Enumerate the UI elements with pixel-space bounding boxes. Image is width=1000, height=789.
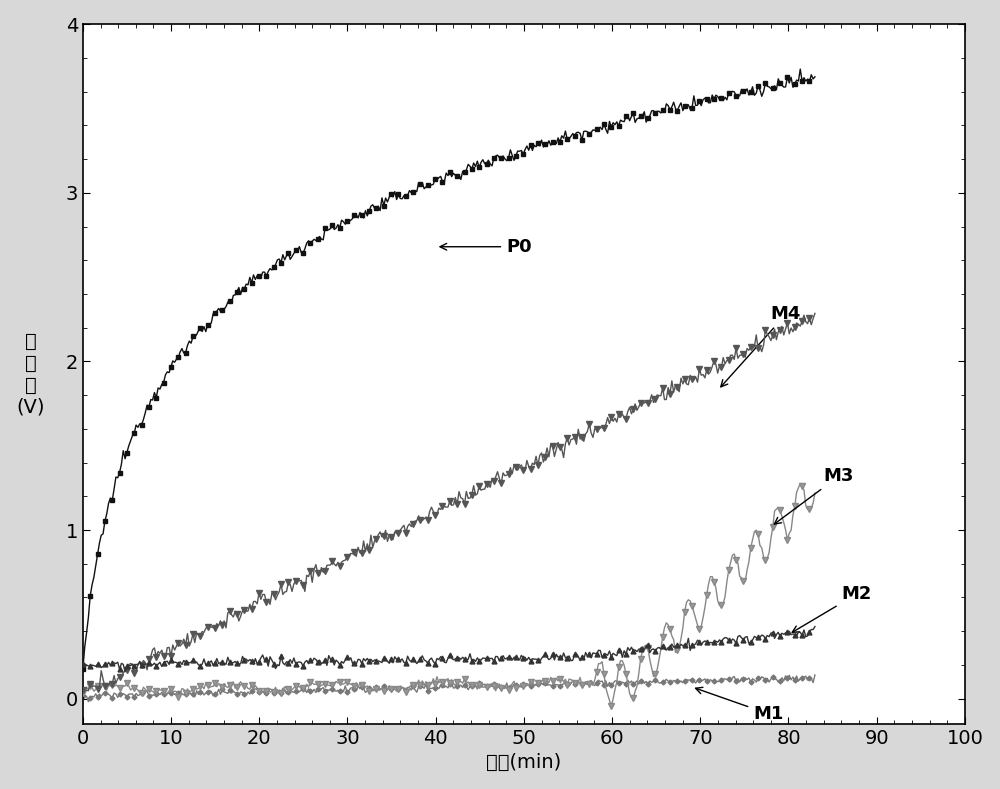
Y-axis label: 电
位
差
(V): 电 位 差 (V) bbox=[17, 331, 45, 417]
Text: M4: M4 bbox=[721, 305, 801, 387]
Text: M1: M1 bbox=[696, 687, 784, 723]
X-axis label: 时间(min): 时间(min) bbox=[486, 753, 562, 772]
Text: P0: P0 bbox=[440, 237, 532, 256]
Text: M3: M3 bbox=[774, 467, 854, 524]
Text: M2: M2 bbox=[792, 585, 872, 632]
